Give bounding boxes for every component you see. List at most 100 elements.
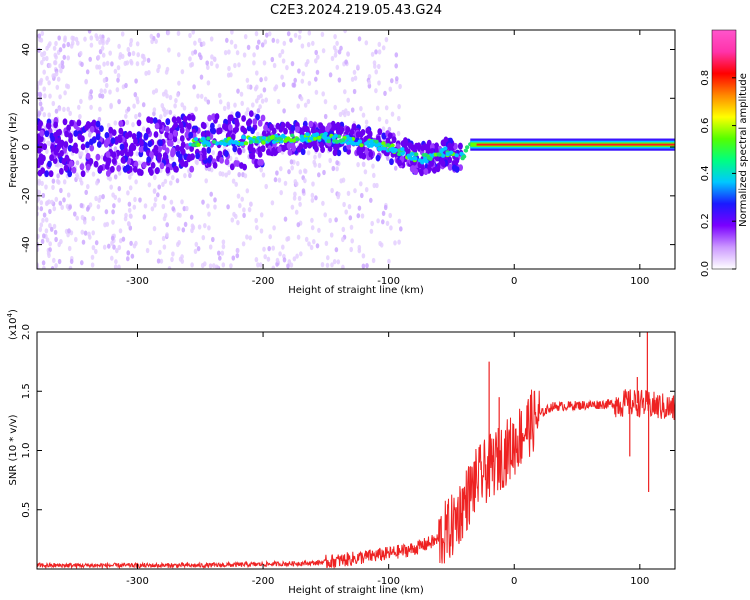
noise-dot — [66, 232, 70, 238]
noise-dot — [45, 75, 49, 81]
noise-dot — [156, 258, 161, 264]
noise-dot — [286, 263, 290, 269]
band-dot — [186, 122, 192, 130]
colorbar-gradient — [711, 29, 737, 270]
noise-dot — [89, 104, 93, 110]
noise-dot — [120, 53, 125, 60]
noise-dot — [183, 221, 188, 227]
noise-dot — [51, 178, 56, 184]
noise-dot — [50, 199, 54, 205]
noise-dot — [68, 204, 72, 210]
noise-dot — [209, 36, 214, 42]
noise-dot — [108, 89, 112, 95]
band-dot — [44, 130, 50, 138]
noise-dot — [221, 262, 226, 268]
noise-dot — [393, 240, 397, 246]
noise-dot — [113, 68, 118, 74]
noise-dot — [297, 195, 302, 202]
figure-title: C2E3.2024.219.05.43.G24 — [270, 3, 442, 18]
band-dot — [195, 152, 201, 160]
noise-dot — [293, 77, 298, 83]
noise-dot — [231, 178, 236, 184]
noise-dot — [95, 64, 99, 70]
band-dot — [385, 137, 391, 145]
band-dot — [241, 115, 247, 122]
noise-dot — [252, 52, 256, 58]
band-dot — [71, 166, 77, 174]
band-dot — [406, 148, 411, 156]
carrier-band-peak — [476, 143, 675, 146]
noise-dot — [185, 205, 189, 212]
band-dot — [389, 158, 394, 166]
noise-dot — [79, 98, 83, 104]
band-dot — [336, 149, 342, 157]
noise-dot — [87, 231, 91, 237]
noise-dot — [299, 251, 303, 257]
noise-dot — [135, 41, 140, 47]
noise-dot — [341, 236, 345, 243]
noise-dot — [168, 94, 173, 101]
band-dot — [146, 156, 152, 164]
band-dot — [180, 141, 186, 149]
noise-dot — [243, 34, 248, 40]
noise-dot — [307, 80, 312, 86]
band-dot — [447, 142, 453, 150]
noise-dot — [197, 224, 202, 230]
noise-dot — [167, 266, 172, 269]
noise-dot — [58, 94, 62, 100]
noise-dot — [45, 55, 49, 62]
noise-dot — [316, 54, 320, 60]
band-dot — [250, 152, 256, 160]
core-dot — [439, 148, 444, 153]
band-dot — [107, 131, 113, 139]
band-dot — [295, 126, 300, 133]
noise-dot — [314, 89, 319, 95]
spectrogram-y-label: Frequency (Hz) — [8, 112, 19, 188]
noise-dot — [136, 52, 140, 58]
noise-dot — [194, 241, 199, 247]
band-dot — [147, 140, 153, 148]
band-dot — [228, 114, 234, 122]
noise-dot — [177, 240, 181, 246]
noise-dot — [42, 112, 47, 118]
noise-dot — [377, 80, 381, 86]
noise-dot — [375, 182, 379, 189]
noise-dot — [350, 238, 355, 244]
noise-dot — [236, 193, 241, 199]
band-dot — [105, 170, 111, 177]
noise-dot — [94, 240, 99, 246]
band-dot — [230, 133, 236, 141]
noise-dot — [240, 100, 244, 106]
noise-dot — [199, 54, 203, 61]
core-dot — [359, 143, 364, 148]
core-dot — [443, 146, 448, 151]
band-dot — [85, 141, 90, 149]
noise-dot — [221, 239, 226, 245]
band-dot — [47, 160, 52, 168]
core-dot — [228, 139, 234, 144]
noise-dot — [397, 239, 401, 245]
core-dot — [280, 133, 286, 138]
noise-dot — [324, 240, 329, 246]
band-dot — [229, 163, 235, 171]
noise-dot — [279, 190, 284, 196]
noise-dot — [294, 209, 299, 215]
band-dot — [39, 129, 45, 137]
noise-dot — [110, 235, 115, 241]
band-dot — [188, 131, 194, 139]
noise-dot — [264, 76, 268, 82]
band-dot — [46, 122, 52, 130]
noise-dot — [301, 188, 306, 194]
core-dot — [308, 136, 314, 141]
noise-dot — [177, 80, 181, 86]
core-dot — [465, 145, 470, 150]
noise-dot — [165, 222, 169, 228]
core-dot — [374, 139, 379, 144]
noise-dot — [240, 196, 244, 202]
noise-dot — [57, 179, 61, 185]
noise-dot — [262, 87, 267, 93]
noise-dot — [255, 44, 260, 50]
noise-dot — [189, 214, 194, 220]
noise-dot — [229, 39, 234, 45]
noise-dot — [42, 233, 46, 239]
